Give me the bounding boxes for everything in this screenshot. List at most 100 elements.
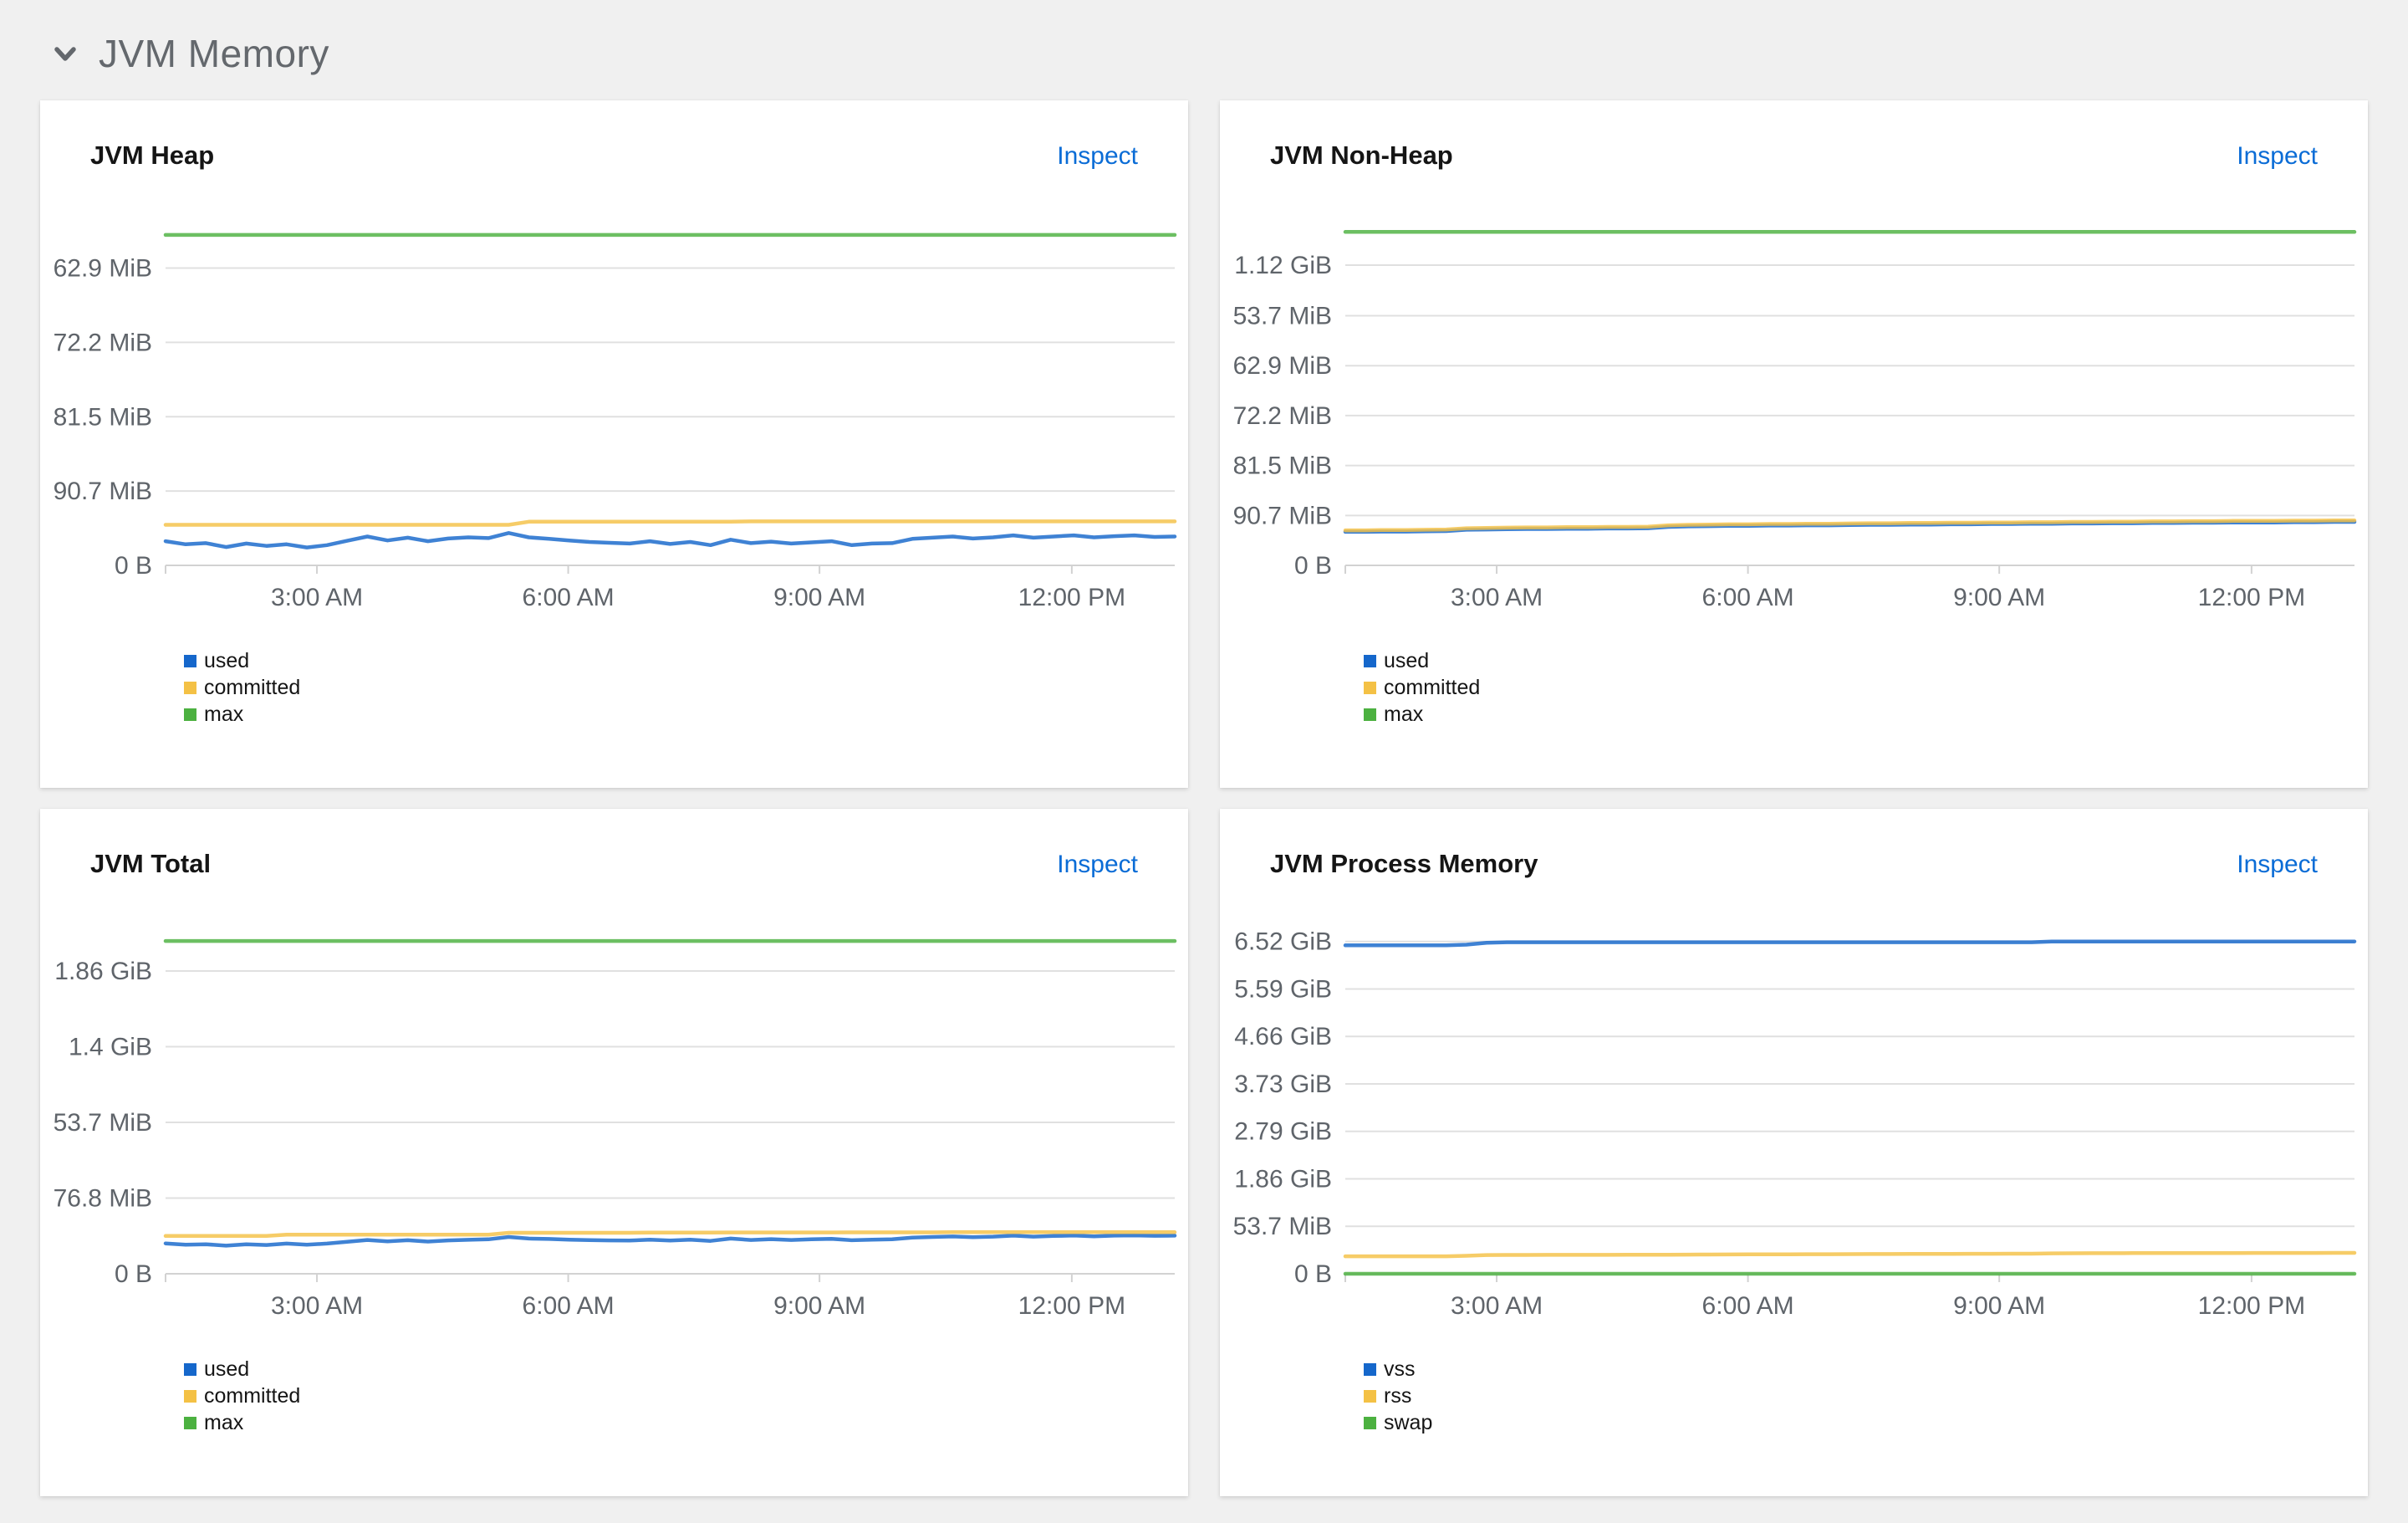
gridlines — [166, 969, 1175, 1199]
svg-text:12:00 PM: 12:00 PM — [2198, 584, 2305, 611]
chart-legend: vss rss swap — [1364, 1356, 2318, 1436]
legend-swatch-max — [1364, 708, 1376, 721]
chart-area[interactable]: 0 B 476.8 MiB 953.7 MiB 1.4 GiB 1.86 GiB 3:00… — [39, 902, 1181, 1346]
chart-canvas[interactable]: 0 B 953.7 MiB 1.86 GiB 2.79 GiB 3.73 GiB 4.66… — [1219, 902, 2361, 1346]
chart-canvas[interactable]: 0 B 476.8 MiB 953.7 MiB 1.4 GiB 1.86 GiB 3:00… — [39, 902, 1181, 1346]
chart-area[interactable]: 0 B 953.7 MiB 1.86 GiB 2.79 GiB 3.73 GiB 4.66… — [1219, 902, 2361, 1346]
legend-item-max[interactable]: max — [184, 1409, 1138, 1436]
svg-text:953.7 MiB: 953.7 MiB — [1232, 1213, 1332, 1240]
legend-swatch-rss — [1364, 1389, 1376, 1403]
svg-text:0 B: 0 B — [115, 1260, 152, 1288]
legend-label: used — [1384, 648, 1430, 672]
legend-item-committed[interactable]: committed — [184, 674, 1138, 701]
legend-item-committed[interactable]: committed — [184, 1382, 1138, 1409]
svg-text:0 B: 0 B — [1294, 552, 1332, 580]
inspect-link[interactable]: Inspect — [2237, 851, 2318, 878]
legend-label: committed — [204, 675, 301, 699]
legend-swatch-used — [184, 1362, 196, 1376]
series-line-used — [163, 1233, 1177, 1248]
svg-text:1.12 GiB: 1.12 GiB — [1234, 252, 1332, 279]
chart-title: JVM Non-Heap — [1270, 141, 1453, 170]
legend-label: used — [204, 648, 250, 672]
inspect-link[interactable]: Inspect — [2237, 142, 2318, 170]
svg-text:4.66 GiB: 4.66 GiB — [1234, 1023, 1332, 1050]
svg-text:953.7 MiB: 953.7 MiB — [53, 1109, 152, 1137]
chart-legend: used committed max — [184, 1356, 1138, 1436]
chevron-down-icon[interactable] — [50, 38, 80, 69]
charts-grid: JVM Heap Inspect 0 B 190.7 MiB 381.5 MiB 57… — [39, 100, 2368, 1496]
svg-text:572.2 MiB: 572.2 MiB — [53, 329, 152, 356]
svg-text:0 B: 0 B — [1294, 1260, 1332, 1288]
gridlines — [1345, 940, 2354, 1228]
svg-text:6:00 AM: 6:00 AM — [523, 584, 615, 611]
section-toggle-jvm-memory[interactable]: JVM Memory — [40, 28, 2368, 79]
inspect-link[interactable]: Inspect — [1057, 851, 1138, 878]
card-jvm-heap: JVM Heap Inspect 0 B 190.7 MiB 381.5 MiB 57… — [39, 100, 1188, 788]
svg-text:9:00 AM: 9:00 AM — [773, 584, 865, 611]
card-jvm-total: JVM Total Inspect 0 B 476.8 MiB 953.7 MiB 1… — [39, 809, 1188, 1496]
chart-legend: used committed max — [184, 647, 1138, 728]
legend-item-used[interactable]: used — [184, 647, 1138, 674]
legend-label: used — [204, 1357, 250, 1381]
legend-item-swap[interactable]: swap — [1364, 1409, 2318, 1436]
legend-item-used[interactable]: used — [184, 1356, 1138, 1382]
svg-text:762.9 MiB: 762.9 MiB — [53, 255, 152, 283]
chart-area[interactable]: 0 B 190.7 MiB 381.5 MiB 572.2 MiB 762.9 MiB 9… — [1219, 194, 2361, 637]
svg-text:12:00 PM: 12:00 PM — [2198, 1292, 2305, 1320]
series-line-committed — [1343, 518, 2357, 533]
legend-swatch-used — [1364, 654, 1376, 667]
legend-swatch-max — [184, 708, 196, 721]
legend-label: max — [1384, 702, 1424, 726]
svg-text:1.86 GiB: 1.86 GiB — [1234, 1165, 1332, 1193]
chart-canvas[interactable]: 0 B 190.7 MiB 381.5 MiB 572.2 MiB 762.9 MiB 9… — [1219, 194, 2361, 637]
legend-label: max — [204, 702, 244, 726]
chart-title: JVM Heap — [90, 141, 215, 170]
y-axis-labels: 0 B 190.7 MiB 381.5 MiB 572.2 MiB 762.9 MiB 9… — [1219, 252, 1332, 580]
legend-item-committed[interactable]: committed — [1364, 674, 2318, 701]
legend-swatch-committed — [184, 1389, 196, 1403]
x-axis: 3:00 AM 6:00 AM 9:00 AM 12:00 PM — [165, 1273, 1175, 1320]
svg-text:953.7 MiB: 953.7 MiB — [1232, 303, 1332, 330]
svg-text:190.7 MiB: 190.7 MiB — [53, 478, 152, 505]
svg-text:6:00 AM: 6:00 AM — [1702, 1292, 1794, 1320]
svg-text:6.52 GiB: 6.52 GiB — [1234, 928, 1332, 956]
chart-canvas[interactable]: 0 B 190.7 MiB 381.5 MiB 572.2 MiB 762.9 MiB 3… — [39, 194, 1181, 637]
legend-swatch-vss — [1364, 1362, 1376, 1376]
svg-text:476.8 MiB: 476.8 MiB — [53, 1184, 152, 1212]
card-header: JVM Non-Heap Inspect — [1270, 141, 2318, 174]
legend-label: committed — [204, 1383, 301, 1408]
card-header: JVM Process Memory Inspect — [1270, 849, 2318, 882]
section-title: JVM Memory — [99, 32, 329, 75]
chart-area[interactable]: 0 B 190.7 MiB 381.5 MiB 572.2 MiB 762.9 MiB 3… — [39, 194, 1181, 637]
series-line-rss — [1343, 1250, 2357, 1259]
svg-text:6:00 AM: 6:00 AM — [523, 1292, 615, 1320]
legend-label: vss — [1384, 1357, 1416, 1381]
svg-text:3:00 AM: 3:00 AM — [271, 1292, 363, 1320]
svg-text:12:00 PM: 12:00 PM — [1018, 584, 1125, 611]
svg-text:12:00 PM: 12:00 PM — [1018, 1292, 1125, 1320]
inspect-link[interactable]: Inspect — [1057, 142, 1138, 170]
legend-swatch-max — [184, 1416, 196, 1429]
legend-label: committed — [1384, 675, 1481, 699]
series-line-vss — [1343, 939, 2357, 948]
svg-text:3.73 GiB: 3.73 GiB — [1234, 1071, 1332, 1098]
series-line-committed — [163, 1230, 1177, 1239]
legend-item-max[interactable]: max — [1364, 701, 2318, 728]
x-axis: 3:00 AM 6:00 AM 9:00 AM 12:00 PM — [1344, 1273, 2354, 1320]
legend-swatch-committed — [1364, 681, 1376, 694]
card-header: JVM Total Inspect — [90, 849, 1138, 882]
svg-text:0 B: 0 B — [115, 552, 152, 580]
legend-item-used[interactable]: used — [1364, 647, 2318, 674]
x-axis: 3:00 AM 6:00 AM 9:00 AM 12:00 PM — [1344, 565, 2354, 611]
legend-item-max[interactable]: max — [184, 701, 1138, 728]
svg-text:381.5 MiB: 381.5 MiB — [1232, 452, 1332, 480]
card-header: JVM Heap Inspect — [90, 141, 1138, 174]
gridlines — [166, 267, 1175, 493]
chart-legend: used committed max — [1364, 647, 2318, 728]
gridlines — [1345, 264, 2354, 517]
svg-text:5.59 GiB: 5.59 GiB — [1234, 975, 1332, 1003]
legend-item-rss[interactable]: rss — [1364, 1382, 2318, 1409]
legend-item-vss[interactable]: vss — [1364, 1356, 2318, 1382]
y-axis-labels: 0 B 953.7 MiB 1.86 GiB 2.79 GiB 3.73 GiB 4.66… — [1219, 928, 1332, 1288]
